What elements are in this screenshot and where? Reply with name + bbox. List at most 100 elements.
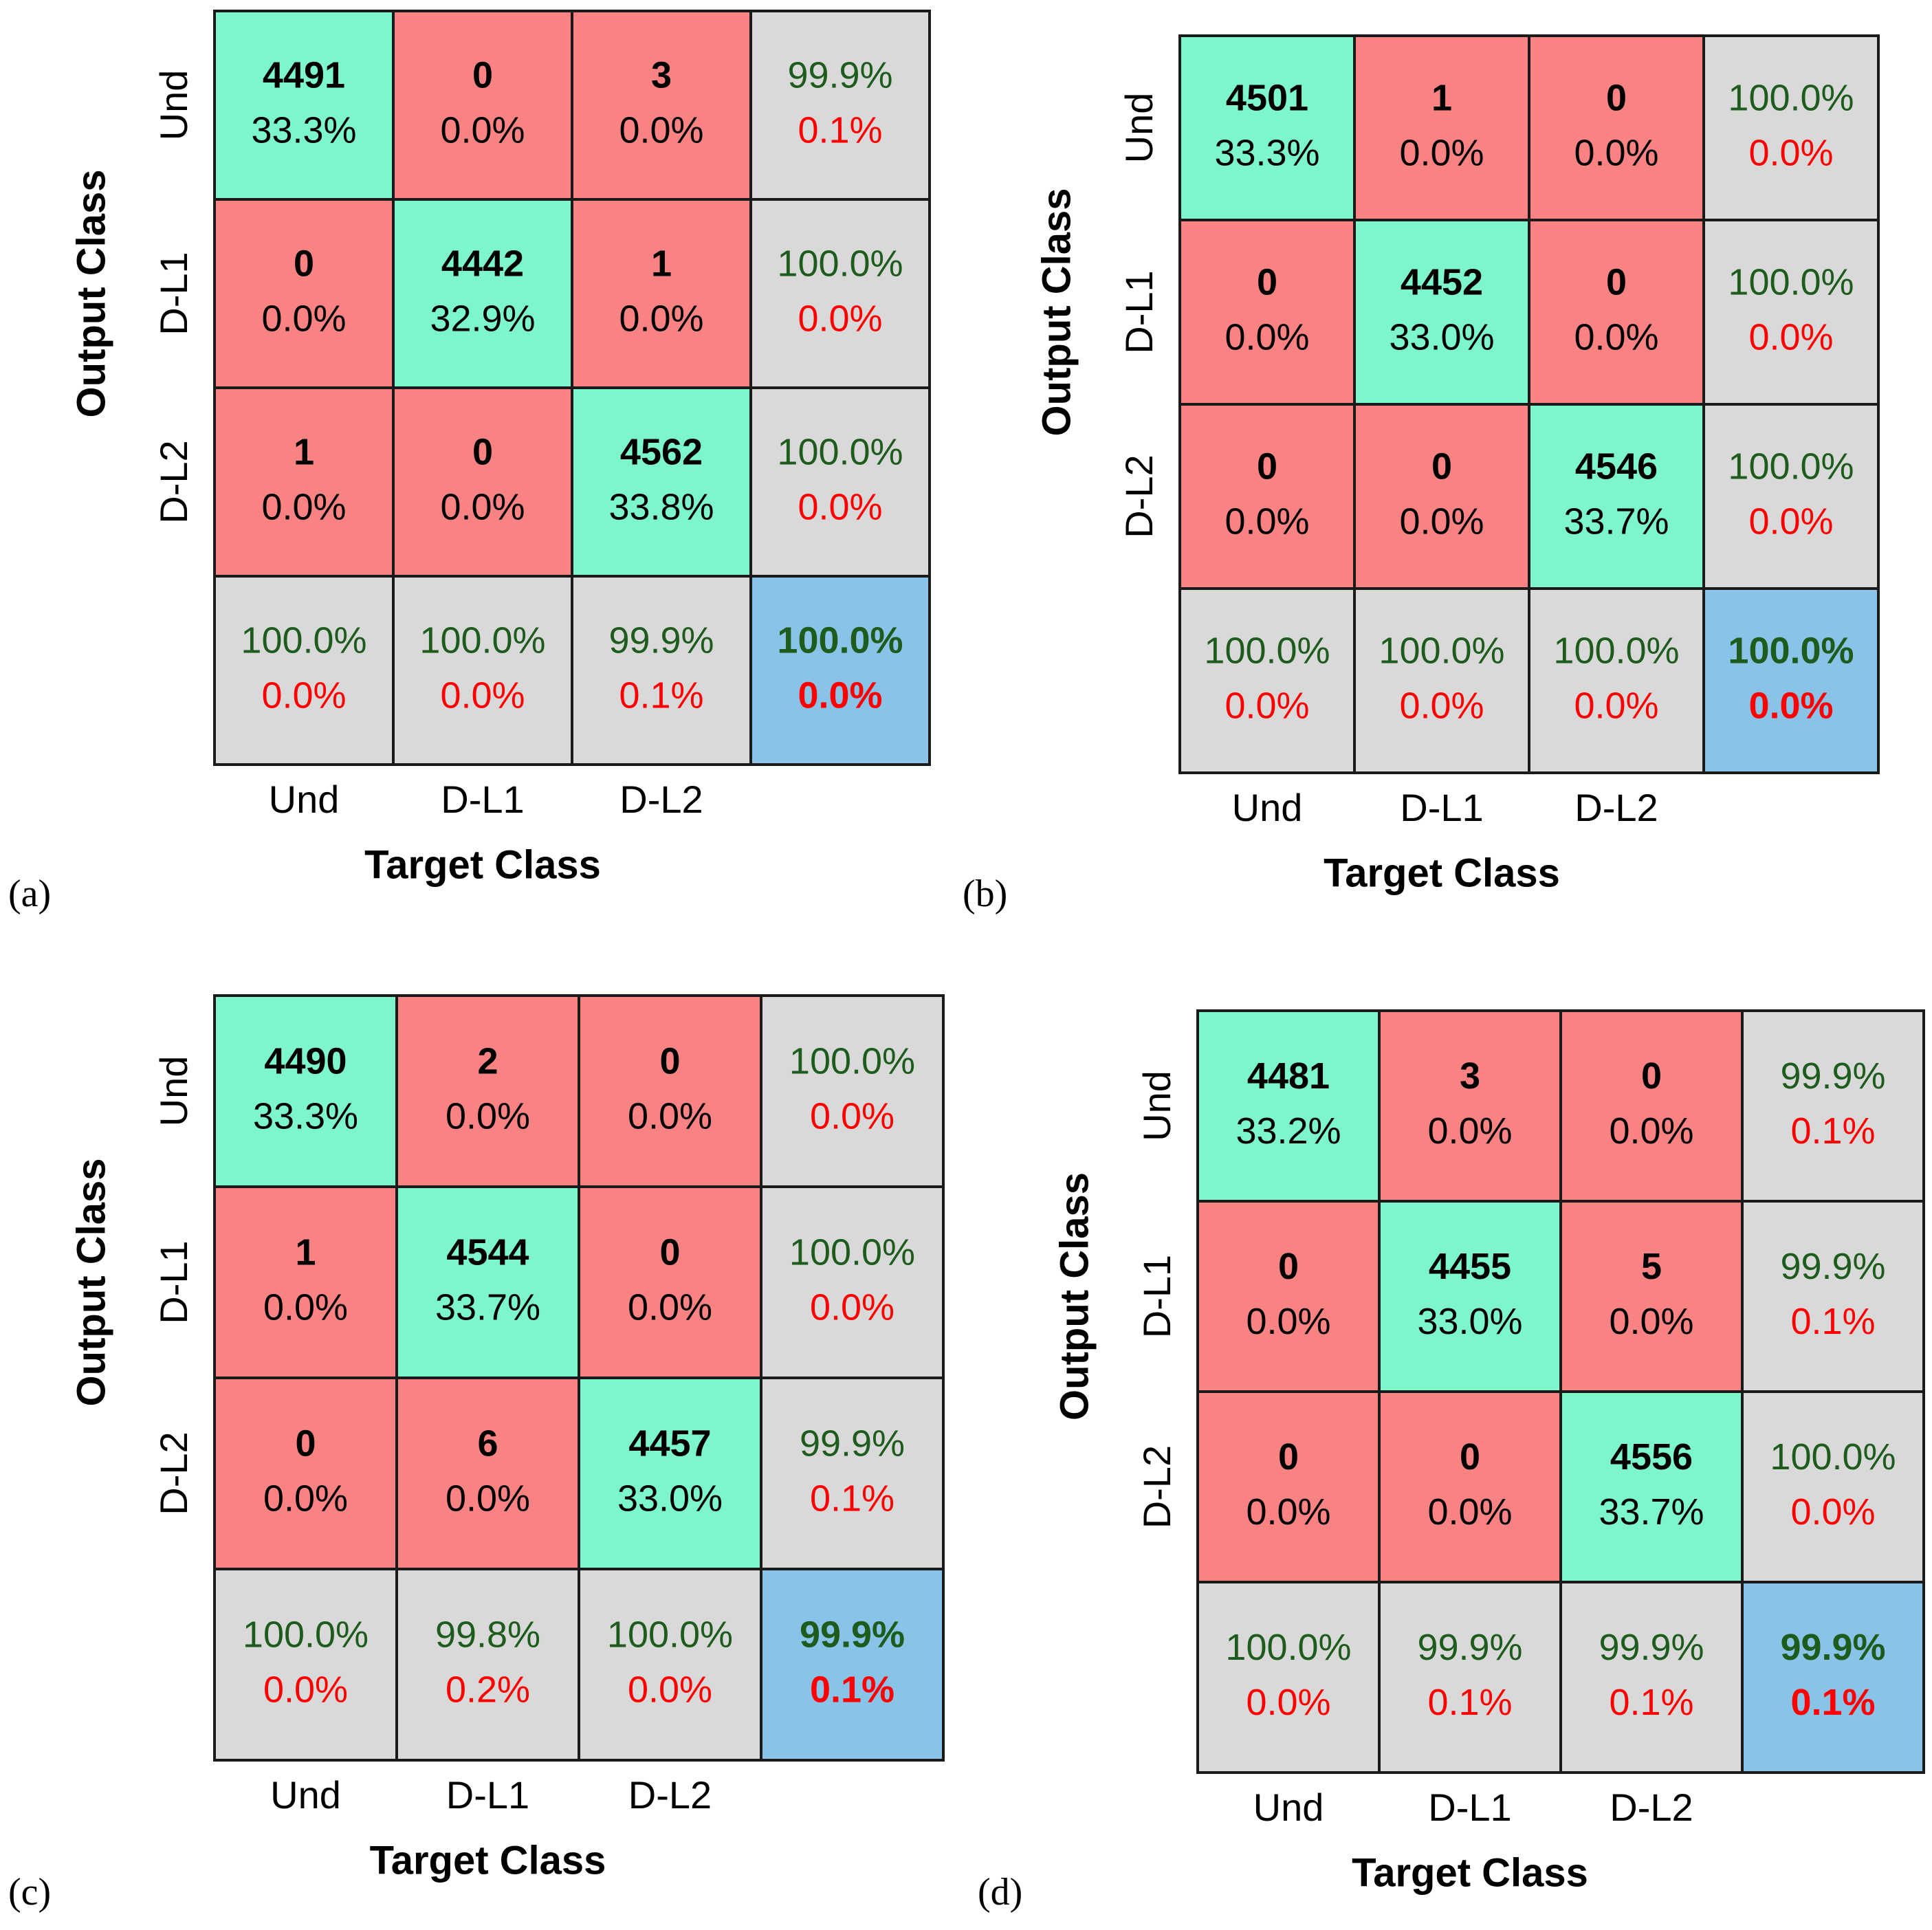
row-summary-cell xyxy=(760,1377,945,1570)
misclass-cell xyxy=(392,386,573,578)
cell-count: 0 xyxy=(1257,261,1277,303)
misclass-cell xyxy=(1378,1390,1562,1583)
y-tick-label: Und xyxy=(152,70,195,141)
summary-accuracy: 100.0% xyxy=(1728,77,1854,118)
cell-percent: 0.0% xyxy=(628,1286,712,1328)
cell-percent: 33.0% xyxy=(1389,316,1494,358)
row-summary-cell xyxy=(1741,1009,1925,1203)
cell-percent: 0.0% xyxy=(261,486,346,527)
misclass-cell xyxy=(1378,1009,1562,1203)
correct-cell xyxy=(1178,34,1356,221)
misclass-cell xyxy=(1178,403,1356,590)
summary-accuracy: 100.0% xyxy=(789,1040,915,1082)
cell-count: 6 xyxy=(477,1423,498,1464)
summary-accuracy: 99.9% xyxy=(787,54,892,96)
y-tick-label: D-L1 xyxy=(1135,1255,1178,1338)
cell-count: 0 xyxy=(1257,446,1277,487)
cell-percent: 0.0% xyxy=(446,1478,530,1519)
x-tick-label: Und xyxy=(1253,1786,1324,1829)
cell-percent: 33.0% xyxy=(617,1478,723,1519)
correct-cell xyxy=(213,994,398,1188)
x-tick-label: Und xyxy=(269,778,340,821)
overall-error: 0.1% xyxy=(810,1669,894,1710)
row-summary-cell xyxy=(1702,219,1880,406)
cell-count: 0 xyxy=(472,431,493,472)
misclass-cell xyxy=(1528,34,1705,221)
confusion-matrix-b-svg: 4501 33.3% 1 0.0% 0 0.0% 100.0% 0.0% 0 0.0% 4452 33… xyxy=(1034,34,1880,895)
summary-error: 0.0% xyxy=(1790,1491,1875,1533)
misclass-cell xyxy=(213,1185,398,1379)
summary-error: 0.0% xyxy=(798,486,882,527)
confusion-matrix-d: 4481 33.2% 3 0.0% 0 0.0% 99.9% 0.1% 0 0.0% 4455 33.… xyxy=(963,963,1932,1925)
cell-percent: 33.0% xyxy=(1417,1301,1522,1342)
y-tick-label: D-L1 xyxy=(152,1240,195,1324)
correct-cell xyxy=(213,10,395,201)
cell-count: 4442 xyxy=(441,243,524,284)
cell-count: 3 xyxy=(1460,1055,1480,1097)
confusion-matrix-d-svg: 4481 33.2% 3 0.0% 0 0.0% 99.9% 0.1% 0 0.0% 4455 33.… xyxy=(1052,1009,1925,1895)
cell-percent: 0.0% xyxy=(440,486,525,527)
misclass-cell xyxy=(1196,1200,1381,1393)
x-axis-title: Target Class xyxy=(1324,851,1560,895)
misclass-cell xyxy=(395,1377,580,1570)
cell-percent: 0.0% xyxy=(1574,316,1658,358)
misclass-cell xyxy=(571,198,752,389)
summary-error: 0.0% xyxy=(1399,685,1484,726)
cell-percent: 0.0% xyxy=(628,1095,712,1137)
col-summary-cell xyxy=(213,1568,398,1762)
summary-accuracy: 100.0% xyxy=(1728,446,1854,487)
summary-error: 0.0% xyxy=(810,1286,894,1328)
y-tick-label: Und xyxy=(1135,1071,1178,1141)
overall-error: 0.0% xyxy=(798,675,882,716)
misclass-cell xyxy=(1353,34,1530,221)
summary-error: 0.1% xyxy=(1790,1110,1875,1152)
cell-percent: 0.0% xyxy=(261,298,346,339)
cell-percent: 0.0% xyxy=(1427,1491,1512,1533)
correct-cell xyxy=(1378,1200,1562,1393)
misclass-cell xyxy=(1196,1390,1381,1583)
cell-count: 1 xyxy=(294,431,314,472)
misclass-cell xyxy=(1559,1009,1744,1203)
x-tick-label: Und xyxy=(270,1773,341,1817)
col-summary-cell xyxy=(578,1568,762,1762)
cell-count: 0 xyxy=(294,243,314,284)
cell-percent: 32.9% xyxy=(430,298,535,339)
summary-accuracy: 100.0% xyxy=(1204,630,1330,671)
summary-accuracy: 100.0% xyxy=(789,1231,915,1273)
cell-percent: 0.0% xyxy=(619,109,703,151)
row-summary-cell xyxy=(1702,34,1880,221)
y-tick-label: D-L1 xyxy=(152,252,195,335)
summary-accuracy: 99.9% xyxy=(800,1423,905,1464)
misclass-cell xyxy=(1528,219,1705,406)
misclass-cell xyxy=(213,1377,398,1570)
summary-accuracy: 99.9% xyxy=(1780,1246,1885,1287)
cell-percent: 33.7% xyxy=(1599,1491,1704,1533)
cell-percent: 0.0% xyxy=(263,1286,348,1328)
cell-percent: 0.0% xyxy=(1574,132,1658,173)
summary-accuracy: 99.9% xyxy=(1599,1627,1704,1668)
correct-cell xyxy=(392,198,573,389)
y-axis-title: Output Class xyxy=(1052,1172,1097,1421)
x-tick-label: D-L1 xyxy=(1400,786,1483,829)
x-tick-label: D-L1 xyxy=(1428,1786,1511,1829)
panel-label-a: (a) xyxy=(8,873,52,915)
cell-count: 0 xyxy=(1431,446,1452,487)
cell-percent: 33.8% xyxy=(608,486,714,527)
cell-percent: 33.3% xyxy=(1214,132,1319,173)
summary-error: 0.0% xyxy=(1748,132,1833,173)
y-tick-label: D-L1 xyxy=(1117,270,1161,353)
cell-percent: 0.0% xyxy=(1225,316,1309,358)
cell-count: 0 xyxy=(1606,261,1627,303)
col-summary-cell xyxy=(1196,1581,1381,1774)
cell-count: 3 xyxy=(651,54,672,96)
cell-count: 5 xyxy=(1641,1246,1662,1287)
row-summary-cell xyxy=(760,1185,945,1379)
summary-accuracy: 99.9% xyxy=(608,619,714,661)
summary-error: 0.1% xyxy=(619,675,703,716)
x-axis-title: Target Class xyxy=(364,842,601,887)
misclass-cell xyxy=(392,10,573,201)
summary-accuracy: 99.8% xyxy=(435,1614,540,1655)
col-summary-cell xyxy=(395,1568,580,1762)
col-summary-cell xyxy=(1178,587,1356,774)
cell-count: 4501 xyxy=(1226,77,1308,118)
